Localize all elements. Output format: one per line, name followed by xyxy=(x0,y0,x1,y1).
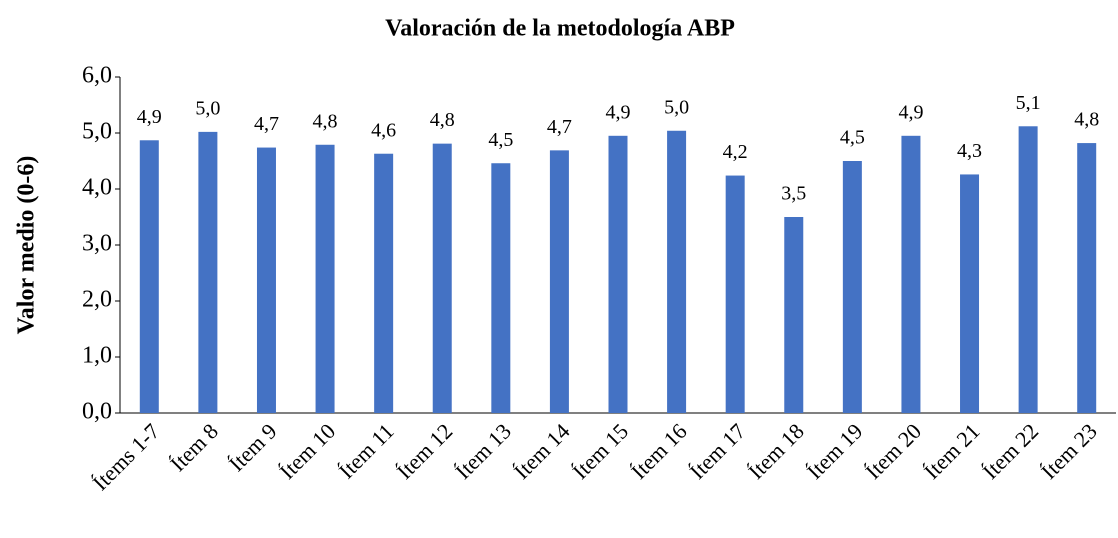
x-tick-label: Ítem 12 xyxy=(392,418,458,484)
bar xyxy=(432,143,452,413)
x-tick-label: Ítem 13 xyxy=(450,418,516,484)
y-tick-label: 5,0 xyxy=(82,119,112,145)
x-tick-label: Ítem 23 xyxy=(1036,418,1102,484)
x-tick-label: Ítem 14 xyxy=(509,418,575,484)
y-axis-title: Valor medio (0-6) xyxy=(14,156,40,335)
data-label: 4,7 xyxy=(254,113,279,135)
x-tick-label: Ítem 18 xyxy=(743,418,809,484)
y-tick-label: 2,0 xyxy=(82,287,112,313)
x-tick-label: Ítem 10 xyxy=(275,418,341,484)
x-tick-label: Ítem 20 xyxy=(860,418,926,484)
x-tick-label: Ítem 19 xyxy=(802,418,868,484)
x-tick-label: Ítem 9 xyxy=(224,418,282,476)
data-label: 3,5 xyxy=(781,183,806,205)
y-tick-label: 0,0 xyxy=(82,399,112,425)
x-tick-label: Ítem 8 xyxy=(165,418,223,476)
data-label: 4,3 xyxy=(957,140,982,162)
bar xyxy=(374,153,394,413)
data-label: 4,7 xyxy=(547,116,572,138)
x-tick-label: Ítem 11 xyxy=(334,418,399,483)
data-label: 4,8 xyxy=(313,110,338,132)
bar xyxy=(315,144,335,413)
bar xyxy=(256,147,276,413)
y-tick-label: 4,0 xyxy=(82,175,112,201)
data-label: 4,6 xyxy=(371,119,396,141)
y-tick-label: 6,0 xyxy=(82,63,112,89)
data-label: 5,0 xyxy=(195,97,220,119)
data-label: 4,9 xyxy=(137,106,162,128)
data-label: 4,8 xyxy=(1074,109,1099,131)
x-tick-label: Ítem 22 xyxy=(978,418,1044,484)
bar xyxy=(667,130,687,413)
y-tick-label: 1,0 xyxy=(82,343,112,369)
data-label: 4,5 xyxy=(488,129,513,151)
x-tick-label: Ítem 21 xyxy=(919,418,985,484)
x-tick-label: Ítem 15 xyxy=(567,418,633,484)
bar xyxy=(198,131,218,413)
bar xyxy=(1018,126,1038,413)
x-tick-label: Ítem 16 xyxy=(626,418,692,484)
bar xyxy=(139,140,159,413)
data-label: 4,8 xyxy=(430,109,455,131)
bar xyxy=(491,163,511,413)
bar xyxy=(960,174,980,413)
data-label: 5,0 xyxy=(664,96,689,118)
x-tick-label: Ítem 17 xyxy=(685,418,751,484)
chart-title: Valoración de la metodología ABP xyxy=(385,16,735,42)
bar xyxy=(842,161,862,413)
x-tick-label: Ítems 1-7 xyxy=(88,418,165,495)
bar xyxy=(1077,143,1097,413)
bar xyxy=(608,135,628,414)
y-tick-label: 3,0 xyxy=(82,231,112,257)
bar xyxy=(725,175,745,413)
data-label: 4,9 xyxy=(606,101,631,123)
bar xyxy=(549,150,569,414)
bar xyxy=(901,135,921,414)
data-label: 4,9 xyxy=(898,101,923,123)
data-label: 4,5 xyxy=(840,127,865,149)
data-label: 4,2 xyxy=(723,141,748,163)
data-label: 5,1 xyxy=(1016,92,1041,114)
bar xyxy=(784,217,804,413)
